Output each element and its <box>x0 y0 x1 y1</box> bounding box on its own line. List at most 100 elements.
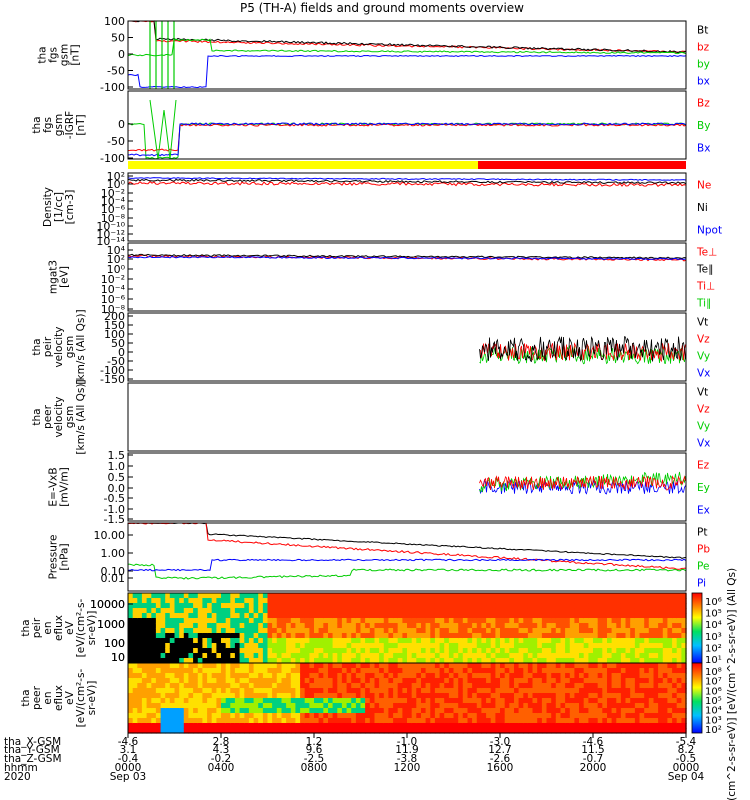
heatmap-cell <box>495 598 501 604</box>
heatmap-cell <box>393 683 399 689</box>
heatmap-cell <box>262 593 269 599</box>
heatmap-cell <box>193 648 199 654</box>
heatmap-cell <box>648 638 655 644</box>
heatmap-cell <box>258 638 264 644</box>
heatmap-cell <box>607 648 613 654</box>
heatmap-cell <box>160 708 166 714</box>
heatmap-cell <box>365 653 371 659</box>
heatmap-cell <box>318 693 324 699</box>
heatmap-cell <box>132 618 138 624</box>
heatmap-cell <box>602 703 608 709</box>
heatmap-cell <box>225 608 231 614</box>
heatmap-cell <box>351 648 357 654</box>
heatmap-cell <box>221 613 227 619</box>
heatmap-cell <box>514 593 520 599</box>
heatmap-cell <box>179 673 185 679</box>
heatmap-cell <box>286 723 292 729</box>
heatmap-cell <box>318 613 324 619</box>
x-tick-label: 3.1 <box>120 744 137 756</box>
heatmap-cell <box>565 608 571 614</box>
heatmap-cell <box>258 653 264 659</box>
heatmap-cell <box>132 608 138 614</box>
heatmap-cell <box>658 628 664 634</box>
heatmap-cell <box>583 608 589 614</box>
heatmap-cell <box>574 688 580 694</box>
heatmap-cell <box>165 608 171 614</box>
heatmap-cell <box>421 668 427 674</box>
heatmap-cell <box>355 683 362 689</box>
heatmap-cell <box>532 728 538 734</box>
heatmap-cell <box>314 718 320 724</box>
heatmap-cell <box>416 613 422 619</box>
heatmap-cell <box>495 673 501 679</box>
heatmap-cell <box>165 613 171 619</box>
heatmap-cell <box>583 678 589 684</box>
heatmap-cell <box>314 603 320 609</box>
heatmap-cell <box>225 663 231 669</box>
heatmap-cell <box>425 613 431 619</box>
heatmap-cell <box>625 648 631 654</box>
heatmap-cell <box>132 613 138 619</box>
heatmap-cell <box>630 708 636 714</box>
heatmap-cell <box>300 708 306 714</box>
heatmap-cell <box>314 613 320 619</box>
heatmap-cell <box>490 618 496 624</box>
heatmap-cell <box>351 728 357 734</box>
heatmap-cell <box>607 608 613 614</box>
heatmap-cell <box>439 593 445 599</box>
heatmap-cell <box>207 713 213 719</box>
heatmap-cell <box>667 643 673 649</box>
heatmap-cell <box>318 623 324 629</box>
y-axis-label: eflux <box>53 615 65 641</box>
heatmap-cell <box>193 593 199 599</box>
heatmap-cell <box>379 638 385 644</box>
heatmap-cell <box>602 613 608 619</box>
heatmap-cell <box>197 623 204 629</box>
heatmap-cell <box>486 638 492 644</box>
heatmap-cell <box>430 648 436 654</box>
heatmap-cell <box>221 633 227 639</box>
heatmap-cell <box>569 698 576 704</box>
heatmap-cell <box>593 698 599 704</box>
y-tick-label: -1.5 <box>104 513 125 526</box>
heatmap-cell <box>569 723 576 729</box>
heatmap-cell <box>481 643 487 649</box>
x-tick-label: -2.6 <box>490 753 511 765</box>
heatmap-cell <box>546 623 552 629</box>
heatmap-cell <box>207 698 213 704</box>
heatmap-cell <box>541 698 548 704</box>
heatmap-cell <box>248 683 255 689</box>
heatmap-cell <box>272 598 278 604</box>
heatmap-cell <box>611 618 617 624</box>
heatmap-cell <box>341 608 348 614</box>
heatmap-cell <box>583 688 589 694</box>
heatmap-cell <box>500 618 506 624</box>
heatmap-cell <box>541 668 548 674</box>
heatmap-cell <box>258 613 264 619</box>
heatmap-cell <box>676 613 682 619</box>
heatmap-cell <box>425 673 431 679</box>
heatmap-cell <box>472 688 478 694</box>
heatmap-cell <box>355 718 362 724</box>
heatmap-cell <box>323 613 329 619</box>
heatmap-cell <box>211 623 217 629</box>
heatmap-cell <box>481 613 487 619</box>
series-Te-par <box>127 253 687 260</box>
heatmap-cell <box>648 598 655 604</box>
heatmap-cell <box>537 678 543 684</box>
heatmap-cell <box>393 693 399 699</box>
heatmap-cell <box>602 673 608 679</box>
heatmap-cell <box>383 613 390 619</box>
heatmap-cell <box>239 658 245 664</box>
heatmap-cell <box>179 623 185 629</box>
heatmap-cell <box>597 723 603 729</box>
heatmap-cell <box>258 663 264 669</box>
heatmap-cell <box>532 668 538 674</box>
y-tick-label: -100 <box>100 152 125 165</box>
heatmap-cell <box>216 603 222 609</box>
heatmap-cell <box>434 648 441 654</box>
heatmap-cell <box>258 623 264 629</box>
heatmap-cell <box>421 728 427 734</box>
heatmap-cell <box>574 668 580 674</box>
